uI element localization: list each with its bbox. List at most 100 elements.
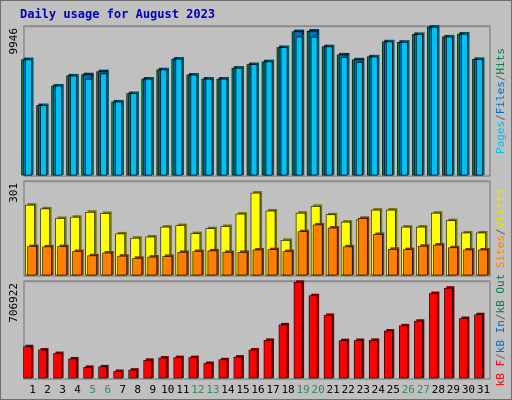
bar-pages-day-25	[385, 41, 393, 176]
x-tick-label-day-14: 14	[221, 383, 235, 396]
x-tick-label-day-23: 23	[357, 383, 370, 396]
bar-pages-day-7	[115, 101, 123, 176]
x-tick-label-day-17: 17	[266, 383, 279, 396]
x-tick-label-day-11: 11	[176, 383, 189, 396]
panel-3: 706922 kB F/kB In/kB Out	[7, 274, 507, 387]
bar-pages-day-6	[100, 73, 107, 176]
bar-pages-day-10	[160, 69, 168, 176]
bar-sites-day-26	[403, 249, 413, 276]
bar-kb-f-day-12	[188, 357, 198, 379]
legend-entry--: /	[494, 75, 507, 82]
bar-sites-day-23	[357, 218, 368, 276]
bar-sites-day-22	[342, 246, 353, 276]
bar-kb-f-day-7	[113, 371, 123, 379]
bar-sites-day-9	[147, 256, 158, 276]
bar-kb-f-day-19	[293, 281, 303, 379]
bar-sites-day-8	[132, 258, 143, 276]
bar-sites-day-27	[418, 245, 428, 276]
bar-pages-day-22	[340, 57, 348, 176]
bar-sites-day-2	[42, 246, 52, 276]
bar-kb-f-day-6	[98, 366, 107, 379]
bar-pages-day-2	[40, 105, 47, 176]
bar-sites-day-12	[192, 251, 203, 276]
x-tick-label-day-18: 18	[281, 383, 294, 396]
x-tick-label-day-24: 24	[372, 383, 386, 396]
bar-kb-f-day-23	[353, 340, 363, 379]
x-tick-label-day-16: 16	[251, 383, 264, 396]
x-tick-label-day-6: 6	[104, 383, 111, 396]
bar-pages-day-13	[205, 78, 213, 176]
bar-pages-day-14	[220, 78, 228, 176]
bar-kb-f-day-24	[368, 340, 378, 379]
bar-sites-day-6	[102, 252, 112, 276]
bar-kb-f-day-27	[414, 320, 423, 379]
bar-sites-day-7	[117, 255, 128, 276]
x-tick-label-day-2: 2	[44, 383, 51, 396]
x-tick-label-day-27: 27	[417, 383, 430, 396]
panel-3-y-max-label: 706922	[7, 283, 20, 323]
panel-2-legend: Sites/Visits	[494, 189, 507, 269]
legend-entry-kb-in: kB In	[494, 320, 507, 353]
x-tick-label-day-28: 28	[432, 383, 445, 396]
x-tick-label-day-5: 5	[89, 383, 96, 396]
bar-sites-day-3	[57, 246, 67, 276]
legend-entry-sites: Sites	[494, 235, 507, 268]
bar-pages-day-27	[416, 34, 423, 176]
bar-sites-day-16	[252, 249, 263, 276]
x-tick-label-day-26: 26	[402, 383, 415, 396]
legend-entry--: /	[494, 313, 507, 320]
bar-sites-day-28	[433, 244, 443, 276]
panel-1-legend: Pages/Files/Hits	[494, 48, 507, 154]
panel-2-y-max-label: 301	[7, 183, 20, 203]
bar-sites-day-11	[177, 252, 188, 276]
bar-kb-f-day-14	[218, 359, 228, 379]
bar-kb-f-day-13	[203, 363, 213, 379]
panel-1-y-max-label: 9946	[7, 28, 20, 55]
x-tick-label-day-10: 10	[161, 383, 174, 396]
x-tick-label-day-1: 1	[29, 383, 36, 396]
legend-entry--: /	[494, 353, 507, 360]
bar-pages-day-9	[145, 78, 153, 176]
bar-pages-day-28	[431, 26, 438, 176]
bar-kb-f-day-26	[399, 325, 408, 379]
legend-entry--: /	[494, 229, 507, 236]
x-tick-label-day-20: 20	[312, 383, 325, 396]
bar-kb-f-day-11	[173, 357, 183, 379]
bar-pages-day-23	[355, 62, 363, 176]
x-tick-label-day-9: 9	[149, 383, 156, 396]
bar-kb-f-day-4	[68, 358, 77, 379]
bar-sites-day-18	[282, 251, 293, 276]
legend-entry-kb-out: kB Out	[494, 274, 507, 314]
bar-sites-day-19	[297, 231, 308, 276]
x-tick-label-day-4: 4	[74, 383, 81, 396]
bar-kb-f-day-29	[444, 287, 453, 379]
chart-title: Daily usage for August 2023	[20, 7, 215, 21]
bar-pages-day-3	[55, 85, 62, 176]
panel-2: 301 Sites/Visits	[7, 180, 507, 277]
bar-pages-day-29	[446, 36, 453, 176]
bar-pages-day-19	[295, 36, 303, 176]
bar-kb-f-day-8	[128, 369, 138, 379]
x-tick-label-day-21: 21	[327, 383, 340, 396]
bar-sites-day-5	[87, 255, 97, 276]
bar-pages-day-1	[25, 59, 32, 176]
bar-kb-f-day-28	[429, 293, 438, 379]
x-tick-label-day-8: 8	[134, 383, 141, 396]
bar-kb-f-day-20	[308, 295, 318, 379]
bar-pages-day-26	[401, 42, 408, 176]
bar-kb-f-day-31	[474, 314, 483, 379]
panel-3-legend: kB F/kB In/kB Out	[494, 274, 507, 387]
bar-kb-f-day-2	[38, 349, 47, 379]
bar-kb-f-day-3	[53, 353, 62, 379]
x-tick-label-day-12: 12	[191, 383, 204, 396]
bar-sites-day-14	[222, 252, 233, 276]
bar-kb-f-day-1	[23, 346, 32, 379]
legend-entry-visits: Visits	[494, 189, 507, 229]
chart-panels: 9946Pages/Files/Hits301Sites/Visits70692…	[7, 25, 507, 396]
legend-entry-pages: Pages	[494, 121, 507, 154]
panel-1: 9946 Pages/Files/Hits	[7, 25, 507, 177]
bar-sites-day-24	[372, 234, 383, 276]
bar-pages-day-21	[325, 46, 333, 176]
legend-entry--: /	[494, 114, 507, 121]
